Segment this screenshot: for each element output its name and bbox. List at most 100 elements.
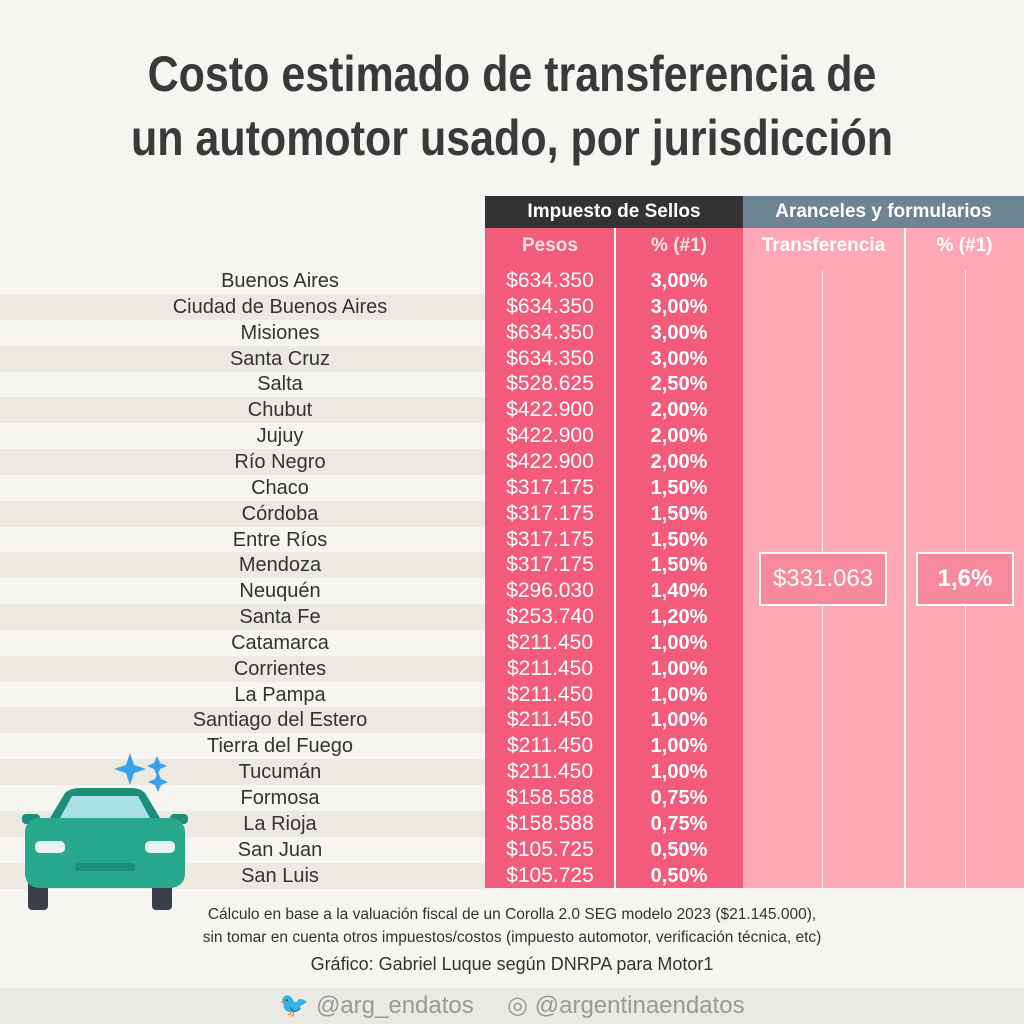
- row-stripe: [0, 552, 485, 579]
- sellos-pct: 1,50%: [650, 502, 708, 525]
- sellos-pct: 1,00%: [650, 709, 708, 732]
- sellos-pct: 1,00%: [650, 761, 708, 784]
- sellos-pct: 3,00%: [650, 295, 708, 318]
- sellos-pct: 2,00%: [650, 399, 708, 422]
- jurisdiction-name: Buenos Aires: [221, 270, 339, 292]
- sellos-pct: 2,50%: [650, 373, 708, 396]
- subheader-pesos: Pesos: [522, 235, 578, 256]
- sellos-pesos: $211.450: [506, 682, 594, 706]
- sellos-pct: 1,20%: [650, 606, 708, 629]
- jurisdiction-name: Neuquén: [239, 580, 321, 603]
- jurisdiction-name: Santa Fe: [239, 606, 321, 629]
- divider: [904, 228, 906, 888]
- sparkle-icon: [147, 756, 167, 776]
- sellos-pesos: $317.175: [506, 501, 594, 525]
- sellos-pesos: $634.350: [506, 269, 594, 292]
- row-stripe: [0, 293, 485, 320]
- sellos-pesos: $422.900: [506, 424, 594, 448]
- sellos-pesos: $211.450: [506, 630, 594, 654]
- sellos-pct: 1,40%: [650, 580, 708, 603]
- sellos-pesos: $422.900: [506, 449, 594, 473]
- jurisdiction-name: Tucumán: [238, 761, 322, 784]
- note-line1: Cálculo en base a la valuación fiscal de…: [207, 906, 817, 923]
- sellos-pesos: $634.350: [506, 294, 594, 318]
- jurisdiction-name: Córdoba: [241, 502, 319, 525]
- row-stripe: [0, 397, 485, 424]
- sellos-pesos: $296.030: [506, 579, 594, 603]
- sellos-pct: 3,00%: [650, 321, 708, 344]
- sellos-pct: 0,50%: [650, 864, 708, 887]
- jurisdiction-name: Salta: [257, 373, 303, 396]
- sellos-pct: 0,50%: [650, 838, 708, 861]
- sellos-pesos: $528.625: [506, 372, 594, 396]
- sellos-pesos: $317.175: [506, 475, 594, 499]
- sellos-pct: 1,00%: [650, 657, 708, 680]
- sellos-pesos: $634.350: [506, 346, 594, 370]
- jurisdiction-name: Formosa: [240, 787, 320, 809]
- jurisdiction-name: Jujuy: [256, 425, 304, 448]
- sellos-pesos: $634.350: [506, 320, 594, 344]
- transferencia-value: $331.063: [759, 552, 887, 606]
- jurisdiction-name: Mendoza: [238, 554, 322, 577]
- jurisdiction-name: Catamarca: [231, 631, 329, 654]
- sellos-pct: 1,50%: [650, 528, 708, 551]
- row-stripe: [0, 759, 485, 786]
- row-stripe: [0, 345, 485, 372]
- sellos-pct: 1,50%: [650, 554, 708, 577]
- sellos-pesos: $317.175: [506, 527, 594, 551]
- twitter-handle[interactable]: @arg_endatos: [315, 992, 474, 1019]
- row-stripe: [0, 707, 485, 734]
- note-line2: sin tomar en cuenta otros impuestos/cost…: [202, 929, 822, 946]
- jurisdiction-name: Santiago del Estero: [192, 709, 368, 732]
- sparkle-icon: [114, 753, 146, 785]
- transferencia-pct-value: 1,6%: [916, 552, 1014, 606]
- sellos-pesos: $317.175: [506, 553, 594, 577]
- jurisdiction-name: Chubut: [247, 399, 313, 422]
- sellos-pesos: $158.588: [506, 811, 594, 835]
- jurisdiction-name: La Rioja: [243, 812, 317, 835]
- title-line-2: un automotor usado, por jurisdicción: [130, 110, 894, 166]
- row-stripe: [0, 448, 485, 475]
- sellos-pesos: $105.725: [506, 837, 594, 861]
- row-stripe: [0, 655, 485, 682]
- jurisdiction-name: Santa Cruz: [229, 347, 331, 370]
- sellos-pesos: $422.900: [506, 398, 594, 422]
- sellos-pct: 1,00%: [650, 735, 708, 758]
- sellos-pesos: $158.588: [506, 786, 594, 809]
- sellos-pct: 3,00%: [650, 347, 708, 370]
- sellos-pct: 0,75%: [650, 787, 708, 809]
- jurisdiction-name: Río Negro: [234, 450, 326, 473]
- divider: [614, 228, 616, 888]
- row-stripe: [0, 604, 485, 631]
- sellos-pesos: $211.450: [506, 656, 594, 680]
- jurisdiction-name: La Pampa: [234, 683, 326, 706]
- instagram-icon: ◎: [507, 992, 529, 1019]
- subheader-transferencia: Transferencia: [761, 235, 886, 256]
- sellos-pct: 1,50%: [650, 476, 708, 499]
- header-aranceles: Aranceles y formularios: [743, 196, 1024, 228]
- subheader-pct: % (#1): [651, 235, 707, 256]
- jurisdiction-name: Ciudad de Buenos Aires: [172, 295, 388, 318]
- sparkle-icon: [148, 772, 168, 792]
- jurisdiction-name: Misiones: [240, 321, 320, 344]
- jurisdiction-name: San Juan: [237, 838, 323, 861]
- jurisdiction-name: Corrientes: [233, 657, 327, 680]
- sellos-pesos: $211.450: [506, 760, 594, 784]
- title-line-1: Costo estimado de transferencia de: [147, 46, 877, 102]
- sellos-pct: 1,00%: [650, 683, 708, 706]
- header-impuesto-sellos: Impuesto de Sellos: [485, 196, 743, 228]
- sellos-pesos: $253.740: [506, 605, 594, 629]
- twitter-icon: 🐦: [279, 992, 310, 1019]
- sellos-pct: 1,00%: [650, 631, 708, 654]
- instagram-handle[interactable]: @argentinaendatos: [534, 992, 745, 1019]
- jurisdiction-name: San Luis: [241, 864, 319, 887]
- sellos-pesos: $105.725: [506, 863, 594, 887]
- car-icon: [22, 753, 188, 910]
- sellos-pesos: $211.450: [506, 708, 594, 732]
- jurisdiction-name: Entre Ríos: [232, 528, 328, 551]
- sellos-pct: 3,00%: [650, 270, 708, 292]
- footer: 🐦 @arg_endatos ◎ @argentinaendatos: [0, 988, 1024, 1024]
- sellos-pct: 2,00%: [650, 450, 708, 473]
- row-stripe: [0, 500, 485, 527]
- sellos-pct: 2,00%: [650, 425, 708, 448]
